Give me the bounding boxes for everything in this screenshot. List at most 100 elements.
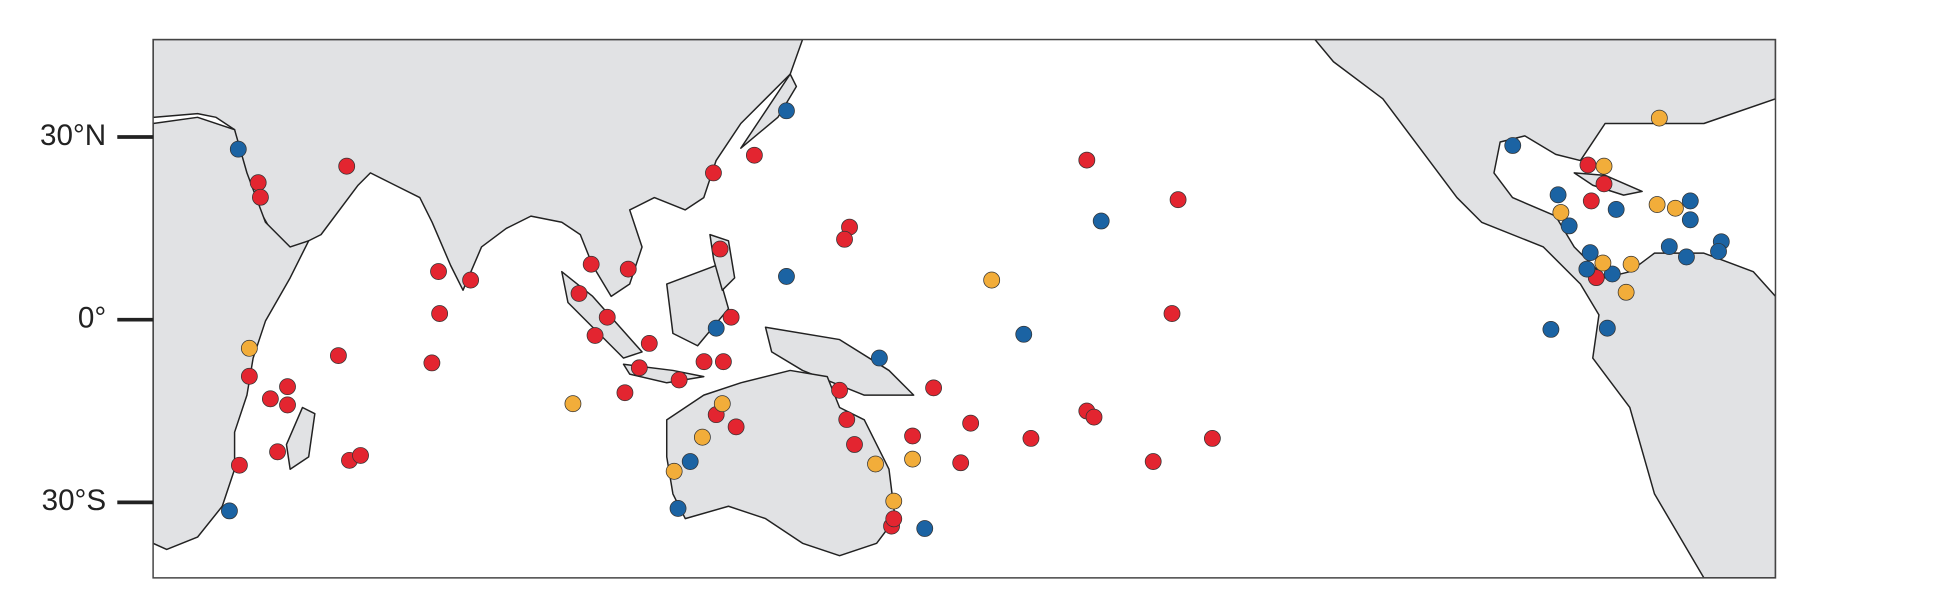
site-point [904, 427, 921, 445]
site-point [952, 454, 970, 472]
site-point [1078, 151, 1096, 169]
site-point [269, 443, 286, 461]
site-point [1581, 244, 1599, 262]
site-point [983, 271, 1001, 289]
y-tick-label: 30°S [42, 484, 107, 517]
site-point [221, 502, 238, 520]
site-point [870, 349, 888, 367]
site-point [1603, 265, 1621, 283]
site-point [1549, 186, 1567, 204]
site-point [586, 327, 604, 344]
site-point [240, 367, 258, 385]
site-point [1660, 238, 1678, 255]
site-point [630, 359, 648, 377]
japan [740, 73, 798, 149]
site-point [582, 255, 600, 273]
site-point [713, 395, 731, 413]
site-point [831, 381, 848, 399]
site-point [670, 371, 688, 389]
site-point [836, 230, 853, 248]
site-point [1622, 255, 1640, 273]
site-point [1681, 192, 1699, 210]
site-point [846, 436, 863, 453]
site-point [230, 456, 248, 474]
site-point [1542, 321, 1560, 338]
axis: 30°N 0° 30°S [40, 119, 154, 517]
site-point [867, 455, 884, 473]
site-point [1085, 408, 1103, 426]
site-point [778, 102, 795, 120]
site-point [1504, 137, 1522, 154]
site-point [722, 308, 740, 326]
site-point [665, 462, 683, 480]
site-point [352, 447, 369, 464]
madagascar [285, 406, 316, 470]
site-point [727, 418, 745, 436]
site-point [1578, 260, 1596, 278]
site-point [616, 384, 634, 402]
site-point [330, 347, 347, 364]
site-point [711, 240, 729, 258]
site-point [681, 453, 699, 470]
points [221, 102, 1730, 537]
site-point [838, 411, 856, 428]
site-point [640, 335, 658, 352]
site-point [1595, 175, 1613, 193]
site-point [707, 319, 725, 337]
land [153, 39, 1776, 578]
site-point [1598, 319, 1616, 337]
site-point [338, 157, 356, 175]
y-tick-label: 0° [78, 301, 106, 334]
site-point [564, 395, 582, 413]
site-point [1552, 204, 1570, 221]
site-point [1710, 243, 1727, 260]
site-point [1163, 305, 1181, 322]
site-point [252, 188, 269, 206]
site-point [1203, 430, 1221, 447]
site-point [1650, 109, 1668, 127]
site-point [423, 354, 441, 372]
site-point [1666, 199, 1684, 217]
site-point [1022, 430, 1040, 447]
site-point [279, 378, 296, 396]
site-point [431, 305, 449, 322]
site-point [745, 146, 763, 164]
map-frame [152, 38, 1777, 579]
site-point [1582, 192, 1600, 210]
site-point [904, 450, 921, 468]
site-point [916, 520, 934, 537]
site-point [1092, 212, 1110, 230]
site-point [925, 379, 942, 397]
site-point [279, 396, 296, 414]
site-point [240, 339, 258, 357]
site-point [1607, 201, 1625, 218]
new-guinea [764, 326, 915, 396]
site-point [1681, 211, 1699, 229]
site-point [669, 500, 687, 517]
site-point [705, 164, 722, 182]
americas [1314, 39, 1776, 578]
site-point [1648, 196, 1666, 213]
y-tick-label: 30°N [40, 119, 106, 152]
site-point [1594, 254, 1612, 272]
site-point [1579, 156, 1597, 174]
site-point [462, 271, 480, 289]
site-point [229, 140, 247, 158]
site-point [619, 260, 637, 278]
site-point [249, 174, 267, 192]
site-point [962, 414, 980, 432]
site-point [778, 268, 795, 285]
site-point [1617, 283, 1635, 301]
site-point [261, 390, 279, 408]
site-point [1144, 453, 1162, 470]
site-point [885, 492, 903, 510]
site-point [1595, 157, 1613, 175]
site-point [1015, 325, 1033, 343]
site-point [598, 308, 616, 326]
africa [153, 116, 310, 551]
australia [665, 369, 896, 557]
site-point [885, 510, 903, 528]
site-point [715, 353, 732, 371]
